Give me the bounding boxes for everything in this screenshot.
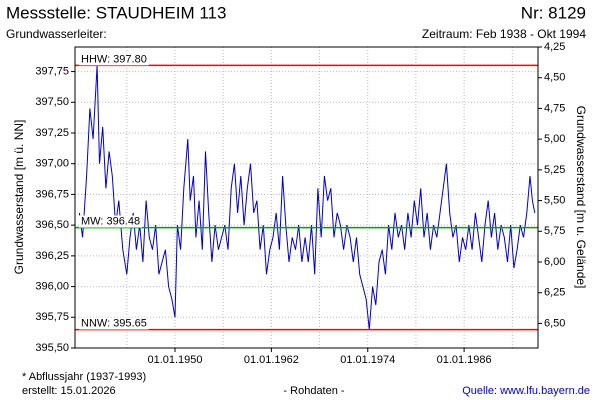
x-tick-label: 01.01.1986 <box>437 354 492 366</box>
y2-tick-label: 4,50 <box>544 72 565 84</box>
note: - Rohdaten - <box>283 385 344 397</box>
y-tick-label: 397,50 <box>35 96 69 108</box>
reference-label-bg <box>79 317 149 330</box>
y2-tick-label: 6,25 <box>544 287 565 299</box>
y2-tick-label: 5,50 <box>544 194 565 206</box>
x-tick-label: 01.01.1950 <box>147 354 202 366</box>
chart-title: Messstelle: STAUDHEIM 113 <box>6 3 226 22</box>
reference-label-bg <box>79 53 149 66</box>
y2-tick-label: 5,25 <box>544 164 565 176</box>
y-tick-label: 396,75 <box>35 188 69 200</box>
footnote: * Abflussjahr (1937-1993) <box>22 371 146 383</box>
y-tick-label: 396,00 <box>35 280 69 292</box>
created: erstellt: 15.01.2026 <box>22 385 116 397</box>
y2-tick-label: 6,50 <box>544 317 565 329</box>
source[interactable]: Quelle: www.lfu.bayern.de <box>462 385 590 397</box>
reference-label: NNW: 395.65 <box>81 317 147 329</box>
y2-tick-label: 5,75 <box>544 225 565 237</box>
y-axis-title: Grundwasserstand [m ü. NN] <box>12 120 26 275</box>
y2-tick-label: 4,25 <box>544 41 565 53</box>
x-tick-label: 01.01.1974 <box>340 354 395 366</box>
y-tick-label: 395,50 <box>35 342 69 354</box>
y2-tick-label: 5,00 <box>544 133 565 145</box>
y2-axis-title: Grundwasserstand [m u. Gelände] <box>574 106 588 289</box>
station-number: Nr: 8129 <box>521 3 586 22</box>
y2-tick-label: 4,75 <box>544 102 565 114</box>
y2-tick-label: 6,00 <box>544 256 565 268</box>
reference-label: HHW: 397.80 <box>81 53 147 65</box>
period: Zeitraum: Feb 1938 - Okt 1994 <box>422 27 586 41</box>
y-tick-label: 396,50 <box>35 219 69 231</box>
x-tick-label: 01.01.1962 <box>244 354 299 366</box>
reference-label-bg <box>79 215 143 228</box>
y-tick-label: 397,25 <box>35 127 69 139</box>
y-tick-label: 395,75 <box>35 311 69 323</box>
y-tick-label: 397,00 <box>35 158 69 170</box>
y-tick-label: 396,25 <box>35 250 69 262</box>
reference-label: MW: 396.48 <box>81 216 140 228</box>
y-tick-label: 397,75 <box>35 65 69 77</box>
plot-frame <box>74 46 539 349</box>
aquifer: Grundwasserleiter: <box>6 27 107 41</box>
data-line <box>78 65 536 330</box>
